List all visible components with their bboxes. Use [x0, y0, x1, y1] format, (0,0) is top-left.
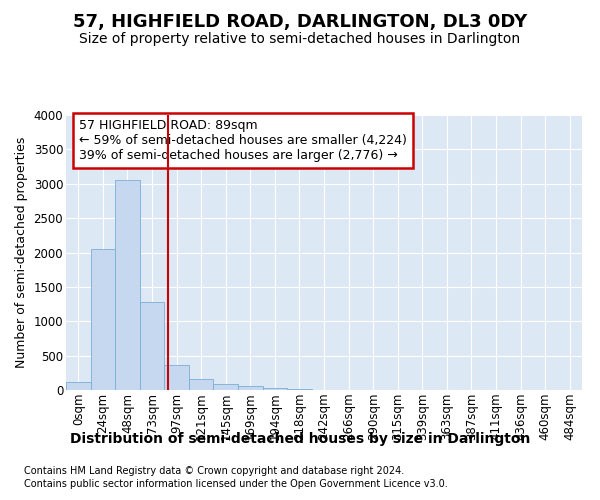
Text: Contains public sector information licensed under the Open Government Licence v3: Contains public sector information licen… — [24, 479, 448, 489]
Bar — [238, 386, 263, 390]
Bar — [115, 180, 140, 390]
Bar — [287, 389, 312, 390]
Text: 57, HIGHFIELD ROAD, DARLINGTON, DL3 0DY: 57, HIGHFIELD ROAD, DARLINGTON, DL3 0DY — [73, 12, 527, 30]
Bar — [214, 384, 238, 390]
Bar — [189, 379, 214, 390]
Text: 57 HIGHFIELD ROAD: 89sqm
← 59% of semi-detached houses are smaller (4,224)
39% o: 57 HIGHFIELD ROAD: 89sqm ← 59% of semi-d… — [79, 119, 407, 162]
Y-axis label: Number of semi-detached properties: Number of semi-detached properties — [15, 137, 28, 368]
Bar — [140, 302, 164, 390]
Bar — [66, 382, 91, 390]
Text: Contains HM Land Registry data © Crown copyright and database right 2024.: Contains HM Land Registry data © Crown c… — [24, 466, 404, 476]
Bar — [91, 249, 115, 390]
Bar — [164, 364, 189, 390]
Text: Size of property relative to semi-detached houses in Darlington: Size of property relative to semi-detach… — [79, 32, 521, 46]
Bar — [263, 388, 287, 390]
Text: Distribution of semi-detached houses by size in Darlington: Distribution of semi-detached houses by … — [70, 432, 530, 446]
